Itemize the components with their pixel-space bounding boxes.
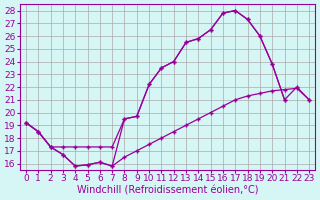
X-axis label: Windchill (Refroidissement éolien,°C): Windchill (Refroidissement éolien,°C): [77, 186, 258, 196]
